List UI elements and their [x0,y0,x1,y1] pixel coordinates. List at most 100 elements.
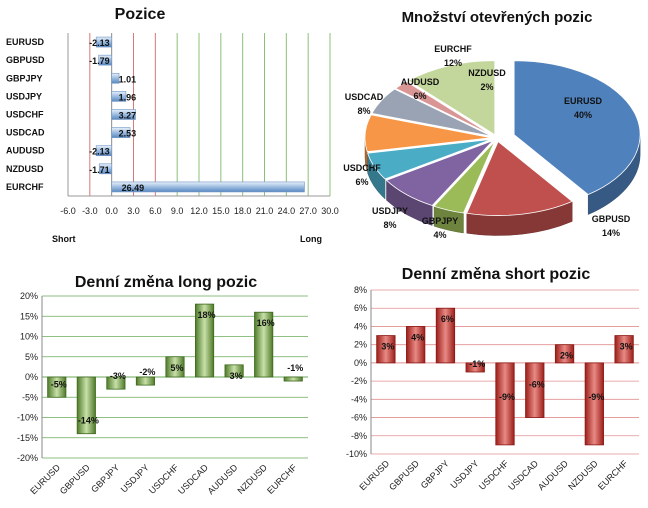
pie-slice-gbpjpy [433,141,496,214]
value-label: 2.53 [119,129,137,139]
pie-slice-audusd [371,88,492,137]
x-tick-label: -6.0 [60,206,76,216]
position-bar [95,36,112,48]
change-bar [135,376,156,386]
category-tick-label: GBPJPY [419,458,451,490]
long-label: Long [300,234,322,244]
y-tick-label: 10% [20,332,38,342]
y-tick-label: 15% [20,311,38,321]
change-bar [525,362,545,418]
pie-slice-name: GBPUSD [592,214,631,224]
pie-slice-usdchf [367,138,492,180]
x-tick-label: 12.0 [190,206,208,216]
change-bar [465,362,485,373]
category-label: GBPUSD [6,55,45,65]
change-bar [283,376,303,382]
y-tick-label: -4% [351,394,367,404]
position-bar [111,109,136,120]
short-change-title: Denní změna short pozic [402,266,591,283]
long-change-title: Denní změna long pozic [75,274,257,291]
change-bar [406,326,426,364]
pie-slice-gbpusd [466,140,573,216]
bar-value-label: 3% [381,342,394,352]
bar-value-label: -5% [51,379,67,389]
change-bar [554,344,575,364]
x-tick-label: 24.0 [278,206,296,216]
y-tick-label: -20% [17,453,38,463]
value-label: 26.49 [122,183,145,193]
y-tick-label: -10% [17,413,38,423]
value-label: -1.71 [89,165,110,175]
category-label: NZDUSD [6,164,44,174]
bar-value-label: 16% [257,318,275,328]
value-label: -2.13 [89,147,110,157]
x-tick-label: 18.0 [234,206,252,216]
positions-chart: Pozice Short Long -6.0 -3.0 0.0 3.0 6.0 9.0 12… [6,6,339,244]
value-label: -1.79 [89,56,110,66]
pie-slice-nzdusd [394,81,493,136]
positions-title: Pozice [115,6,166,23]
pie-slice-name: EURUSD [564,96,603,106]
position-bar [111,181,305,193]
x-tick-label: 21.0 [256,206,274,216]
category-tick-label: NZDUSD [566,458,600,492]
pie-slice-percent: 40% [574,110,592,120]
change-bar [376,335,396,364]
pie-slice-name: NZDUSD [468,68,506,78]
change-bar [614,335,634,364]
bar-value-label: 5% [170,363,183,373]
category-tick-label: EURCHF [596,458,630,492]
bar-value-label: -1% [287,363,303,373]
pie-slice-percent: 2% [480,82,493,92]
category-tick-label: AUDUSD [536,458,570,492]
bar-value-label: -14% [78,416,99,426]
change-bar [76,376,96,435]
bar-value-label: 3% [230,371,243,381]
pie-slice-percent: 8% [357,106,370,116]
category-tick-label: EURCHF [265,462,299,496]
y-tick-label: 2% [354,340,367,350]
change-bar [47,376,67,398]
position-bar [111,72,120,84]
x-tick-label: -3.0 [82,206,98,216]
change-bar [165,356,185,378]
short-label: Short [52,234,76,244]
position-bar [98,163,112,175]
y-tick-label: 0% [354,358,367,368]
bar-value-label: 3% [620,342,633,352]
pie-slice-percent: 6% [413,91,426,101]
pie-slice-name: EURCHF [434,44,472,54]
category-label: GBPJPY [6,73,43,83]
category-tick-label: GBPJPY [89,462,121,494]
category-label: EURCHF [6,182,44,192]
category-tick-label: USDCHF [147,462,181,496]
x-tick-label: 9.0 [171,206,184,216]
category-label: AUDUSD [6,146,45,156]
bar-value-label: 4% [411,332,424,342]
y-tick-label: -15% [17,433,38,443]
category-tick-label: GBPUSD [58,462,92,496]
pie-slice-percent: 12% [444,58,462,68]
y-tick-label: 5% [25,352,38,362]
value-label: 3.27 [119,111,137,121]
x-tick-label: 15.0 [212,206,230,216]
change-bar [254,311,274,378]
y-tick-label: -2% [351,376,367,386]
bar-value-label: -2% [139,367,155,377]
x-tick-label: 0.0 [105,206,118,216]
pie-slice-eurchf [407,60,496,136]
position-bar [111,127,131,138]
bar-value-label: -3% [110,371,126,381]
change-bar [495,362,515,446]
pie-title: Množství otevřených pozic [402,9,593,26]
x-tick-label: 27.0 [299,206,317,216]
x-tick-label: 3.0 [127,206,140,216]
category-tick-label: USDJPY [119,462,151,494]
bar-value-label: -9% [588,392,604,402]
x-tick-label: 6.0 [149,206,162,216]
change-bar [584,362,604,446]
position-bar [98,54,112,66]
bar-value-label: -9% [499,392,515,402]
